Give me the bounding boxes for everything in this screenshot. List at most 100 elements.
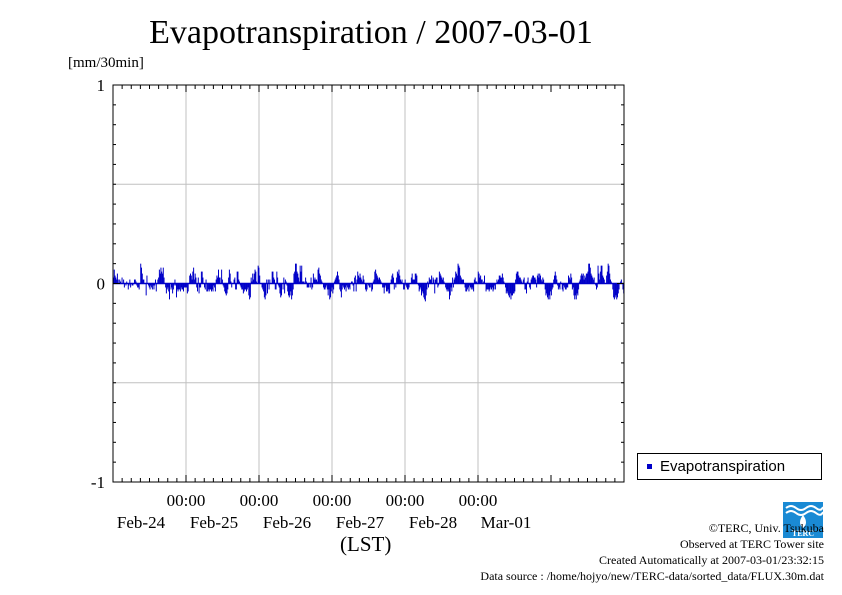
data-bar [533, 275, 534, 284]
data-bar [432, 277, 434, 284]
data-bars [113, 263, 625, 302]
data-bar [316, 281, 318, 284]
x-tick-date-label: Feb-25 [190, 513, 238, 532]
data-bar [141, 267, 142, 284]
data-bar [349, 283, 351, 290]
data-bar [558, 283, 560, 288]
data-bar [245, 283, 247, 290]
data-bar [561, 283, 563, 290]
data-bar [578, 281, 580, 284]
data-bar [356, 279, 358, 284]
data-bar [261, 283, 263, 288]
data-bar [450, 283, 452, 288]
data-bar [225, 283, 226, 294]
data-bar [453, 279, 455, 284]
data-bar [568, 277, 570, 284]
data-bar [182, 283, 184, 290]
data-bar [550, 283, 552, 292]
data-bar [155, 279, 156, 284]
data-bar [318, 267, 320, 284]
data-bar [401, 279, 403, 284]
data-bar [358, 277, 360, 284]
data-bar [119, 279, 121, 284]
data-bar [617, 283, 618, 298]
data-bar [136, 283, 138, 286]
data-bar [251, 281, 253, 284]
data-bar [599, 271, 601, 284]
data-bar [560, 281, 562, 284]
data-bar [531, 277, 533, 284]
data-bar [421, 283, 422, 296]
data-bar [368, 283, 370, 286]
data-bar [418, 283, 420, 292]
data-bar [335, 277, 337, 284]
data-bar [403, 283, 405, 290]
data-bar [301, 265, 303, 284]
data-bar [207, 283, 209, 290]
legend-swatch [647, 464, 652, 469]
x-tick-time-label: 00:00 [313, 491, 352, 510]
data-bar [309, 283, 311, 288]
data-bar [134, 279, 135, 284]
data-bar [452, 283, 454, 288]
data-bar [434, 283, 436, 294]
data-bar [247, 283, 249, 288]
data-bar [551, 283, 553, 290]
data-bar [596, 283, 598, 288]
data-bar [467, 283, 469, 288]
data-bar [515, 279, 517, 284]
data-bar [295, 263, 297, 284]
data-bar [596, 283, 597, 290]
data-bar [571, 283, 573, 290]
data-bar [126, 281, 128, 284]
data-bar [517, 271, 519, 284]
data-bar [172, 283, 174, 290]
data-bar [389, 283, 391, 294]
data-bar [549, 283, 551, 300]
data-bar [205, 279, 207, 284]
data-bar [265, 283, 267, 296]
data-bar [343, 283, 345, 288]
data-bar [162, 267, 164, 284]
data-bar [323, 283, 324, 288]
terc-logo-icon: TERC [783, 502, 823, 538]
data-bar [463, 279, 464, 284]
data-bar [154, 283, 156, 286]
data-bar [293, 273, 295, 284]
data-bar [520, 279, 522, 284]
data-bar [441, 277, 443, 284]
data-bar [424, 283, 426, 300]
data-bar [592, 277, 594, 284]
data-bar [347, 283, 349, 290]
data-bar [221, 269, 223, 284]
data-bar [519, 277, 521, 284]
data-bar [423, 283, 425, 298]
data-bar [585, 277, 587, 284]
data-bar [565, 283, 567, 290]
data-bar [433, 279, 435, 284]
data-bar [174, 279, 176, 284]
data-bar [326, 283, 328, 286]
data-bar [608, 265, 610, 284]
data-bar [172, 283, 174, 294]
data-bar [536, 283, 538, 288]
data-bar [477, 271, 479, 284]
data-bar [155, 283, 157, 292]
data-bar [130, 283, 132, 288]
y-tick-label: -1 [91, 473, 105, 492]
data-bar [480, 275, 482, 284]
data-bar [303, 281, 305, 284]
data-bar [532, 275, 534, 284]
data-bar [583, 279, 585, 284]
x-tick-date-label: Feb-28 [409, 513, 457, 532]
data-bar [455, 271, 457, 284]
data-bar [379, 279, 381, 284]
data-bar [173, 283, 175, 286]
x-tick-date-label: Mar-01 [481, 513, 532, 532]
data-bar [568, 275, 569, 284]
data-bar [371, 283, 373, 292]
data-bar [438, 271, 440, 284]
data-bar [400, 279, 401, 284]
data-bar [353, 283, 355, 292]
data-bar [491, 283, 492, 290]
